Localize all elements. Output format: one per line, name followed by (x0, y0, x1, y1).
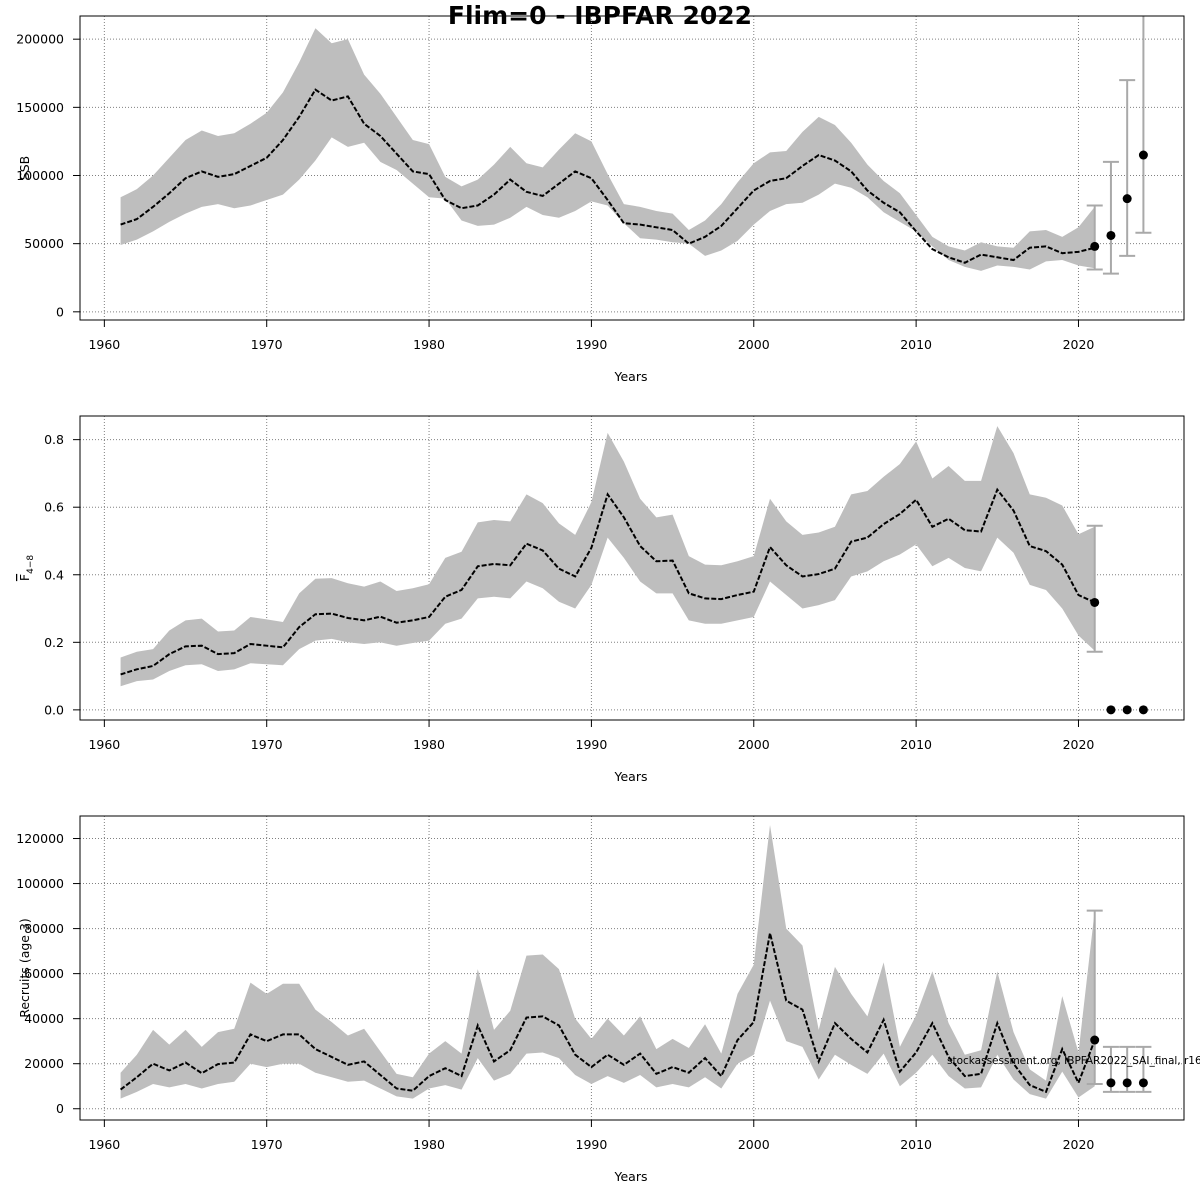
fbar-ytick-label-0.6: 0.6 (44, 500, 64, 515)
fbar-ytick-label-0: 0.0 (44, 702, 64, 717)
fbar-xtick-label-2020: 2020 (1063, 737, 1095, 752)
recruits-forecast-point-2023 (1122, 1078, 1132, 1088)
recruits-yaxis-label: Recruits (age 3) (17, 918, 32, 1018)
recruits-xtick-label-2020: 2020 (1063, 1137, 1095, 1152)
ssb-confidence-band (120, 28, 1095, 271)
fbar-forecast-point-2022 (1106, 705, 1116, 715)
ssb-forecast-point-2023 (1122, 194, 1132, 204)
fbar-confidence-band (120, 426, 1095, 687)
fbar-yaxis-label: F4−8 (17, 555, 36, 581)
recruits-ytick-label-100000: 100000 (16, 876, 64, 891)
ssb-ytick-label-100000: 100000 (16, 168, 64, 183)
fbar-xtick-label-1990: 1990 (576, 737, 608, 752)
recruits-ytick-label-60000: 60000 (24, 966, 64, 981)
fbar-xtick-label-2000: 2000 (738, 737, 770, 752)
fbar-xtick-label-1980: 1980 (413, 737, 445, 752)
recruits-confidence-band (120, 825, 1095, 1099)
ssb-xtick-label-1960: 1960 (88, 337, 120, 352)
fbar-forecast-point-2021 (1090, 597, 1100, 607)
recruits-xtick-label-1970: 1970 (251, 1137, 283, 1152)
recruits-estimate-line (119, 932, 1096, 1094)
fbar-panel: 1960 1970 1980 1990 2000 2010 2020 0.0 0.2 0.4 0.6… (17, 415, 1185, 784)
ssb-xtick-label-1980: 1980 (413, 337, 445, 352)
ssb-xtick-label-1990: 1990 (576, 337, 608, 352)
fbar-xtick-label-2010: 2010 (900, 737, 932, 752)
recruits-ytick-label-0: 0 (56, 1101, 64, 1116)
recruits-ytick-label-120000: 120000 (16, 831, 64, 846)
ssb-xaxis-label: Years (614, 369, 648, 384)
fbar-ytick-label-0.4: 0.4 (44, 567, 64, 582)
recruits-xtick-label-2010: 2010 (900, 1137, 932, 1152)
recruits-xtick-label-2000: 2000 (738, 1137, 770, 1152)
fbar-forecast-point-2023 (1122, 705, 1132, 715)
fbar-estimate-line (120, 487, 1096, 676)
ssb-yaxis-label: SSB (17, 156, 32, 180)
recruits-xtick-label-1990: 1990 (576, 1137, 608, 1152)
ssb-ytick-label-200000: 200000 (16, 32, 64, 47)
ssb-xtick-label-2010: 2010 (900, 337, 932, 352)
ssb-ytick-label-0: 0 (56, 304, 64, 319)
ssb-estimate-line (120, 88, 1095, 264)
ssb-forecast-point-2022 (1106, 230, 1116, 240)
recruits-ytick-label-80000: 80000 (24, 921, 64, 936)
ssb-forecast-point-2024 (1138, 150, 1148, 160)
fbar-forecast-point-2024 (1138, 705, 1148, 715)
ssb-xtick-label-2020: 2020 (1063, 337, 1095, 352)
recruits-forecast-point-2021 (1090, 1035, 1100, 1045)
fbar-ytick-label-0.2: 0.2 (44, 635, 64, 650)
fbar-xaxis-label: Years (614, 769, 648, 784)
ssb-panel: 1960 1970 1980 1990 2000 2010 2020 0 50000 100000… (16, 15, 1185, 384)
ssb-xtick-label-1970: 1970 (251, 337, 283, 352)
recruits-panel: 1960 1970 1980 1990 2000 2010 2020 0 20000 40000 6… (16, 815, 1185, 1184)
fbar-xtick-label-1970: 1970 (251, 737, 283, 752)
fbar-plot-frame (79, 415, 1185, 721)
recruits-forecast-point-2022 (1106, 1078, 1116, 1088)
fbar-xtick-label-1960: 1960 (88, 737, 120, 752)
recruits-forecast-point-2024 (1138, 1078, 1148, 1088)
recruits-plot-frame (79, 815, 1185, 1121)
fbar-ytick-label-0.8: 0.8 (44, 432, 64, 447)
ssb-ytick-label-150000: 150000 (16, 100, 64, 115)
watermark-text: stockassessment.org, IBPFAR2022_SAI_fina… (947, 1055, 1200, 1067)
ssb-plot-frame (79, 15, 1185, 321)
recruits-ytick-label-20000: 20000 (24, 1056, 64, 1071)
recruits-xtick-label-1960: 1960 (88, 1137, 120, 1152)
recruits-xtick-label-1980: 1980 (413, 1137, 445, 1152)
ssb-ytick-label-50000: 50000 (24, 236, 64, 251)
recruits-ytick-label-40000: 40000 (24, 1011, 64, 1026)
ssb-xtick-label-2000: 2000 (738, 337, 770, 352)
recruits-xaxis-label: Years (614, 1169, 648, 1184)
ssb-forecast-point-2021 (1090, 241, 1100, 251)
